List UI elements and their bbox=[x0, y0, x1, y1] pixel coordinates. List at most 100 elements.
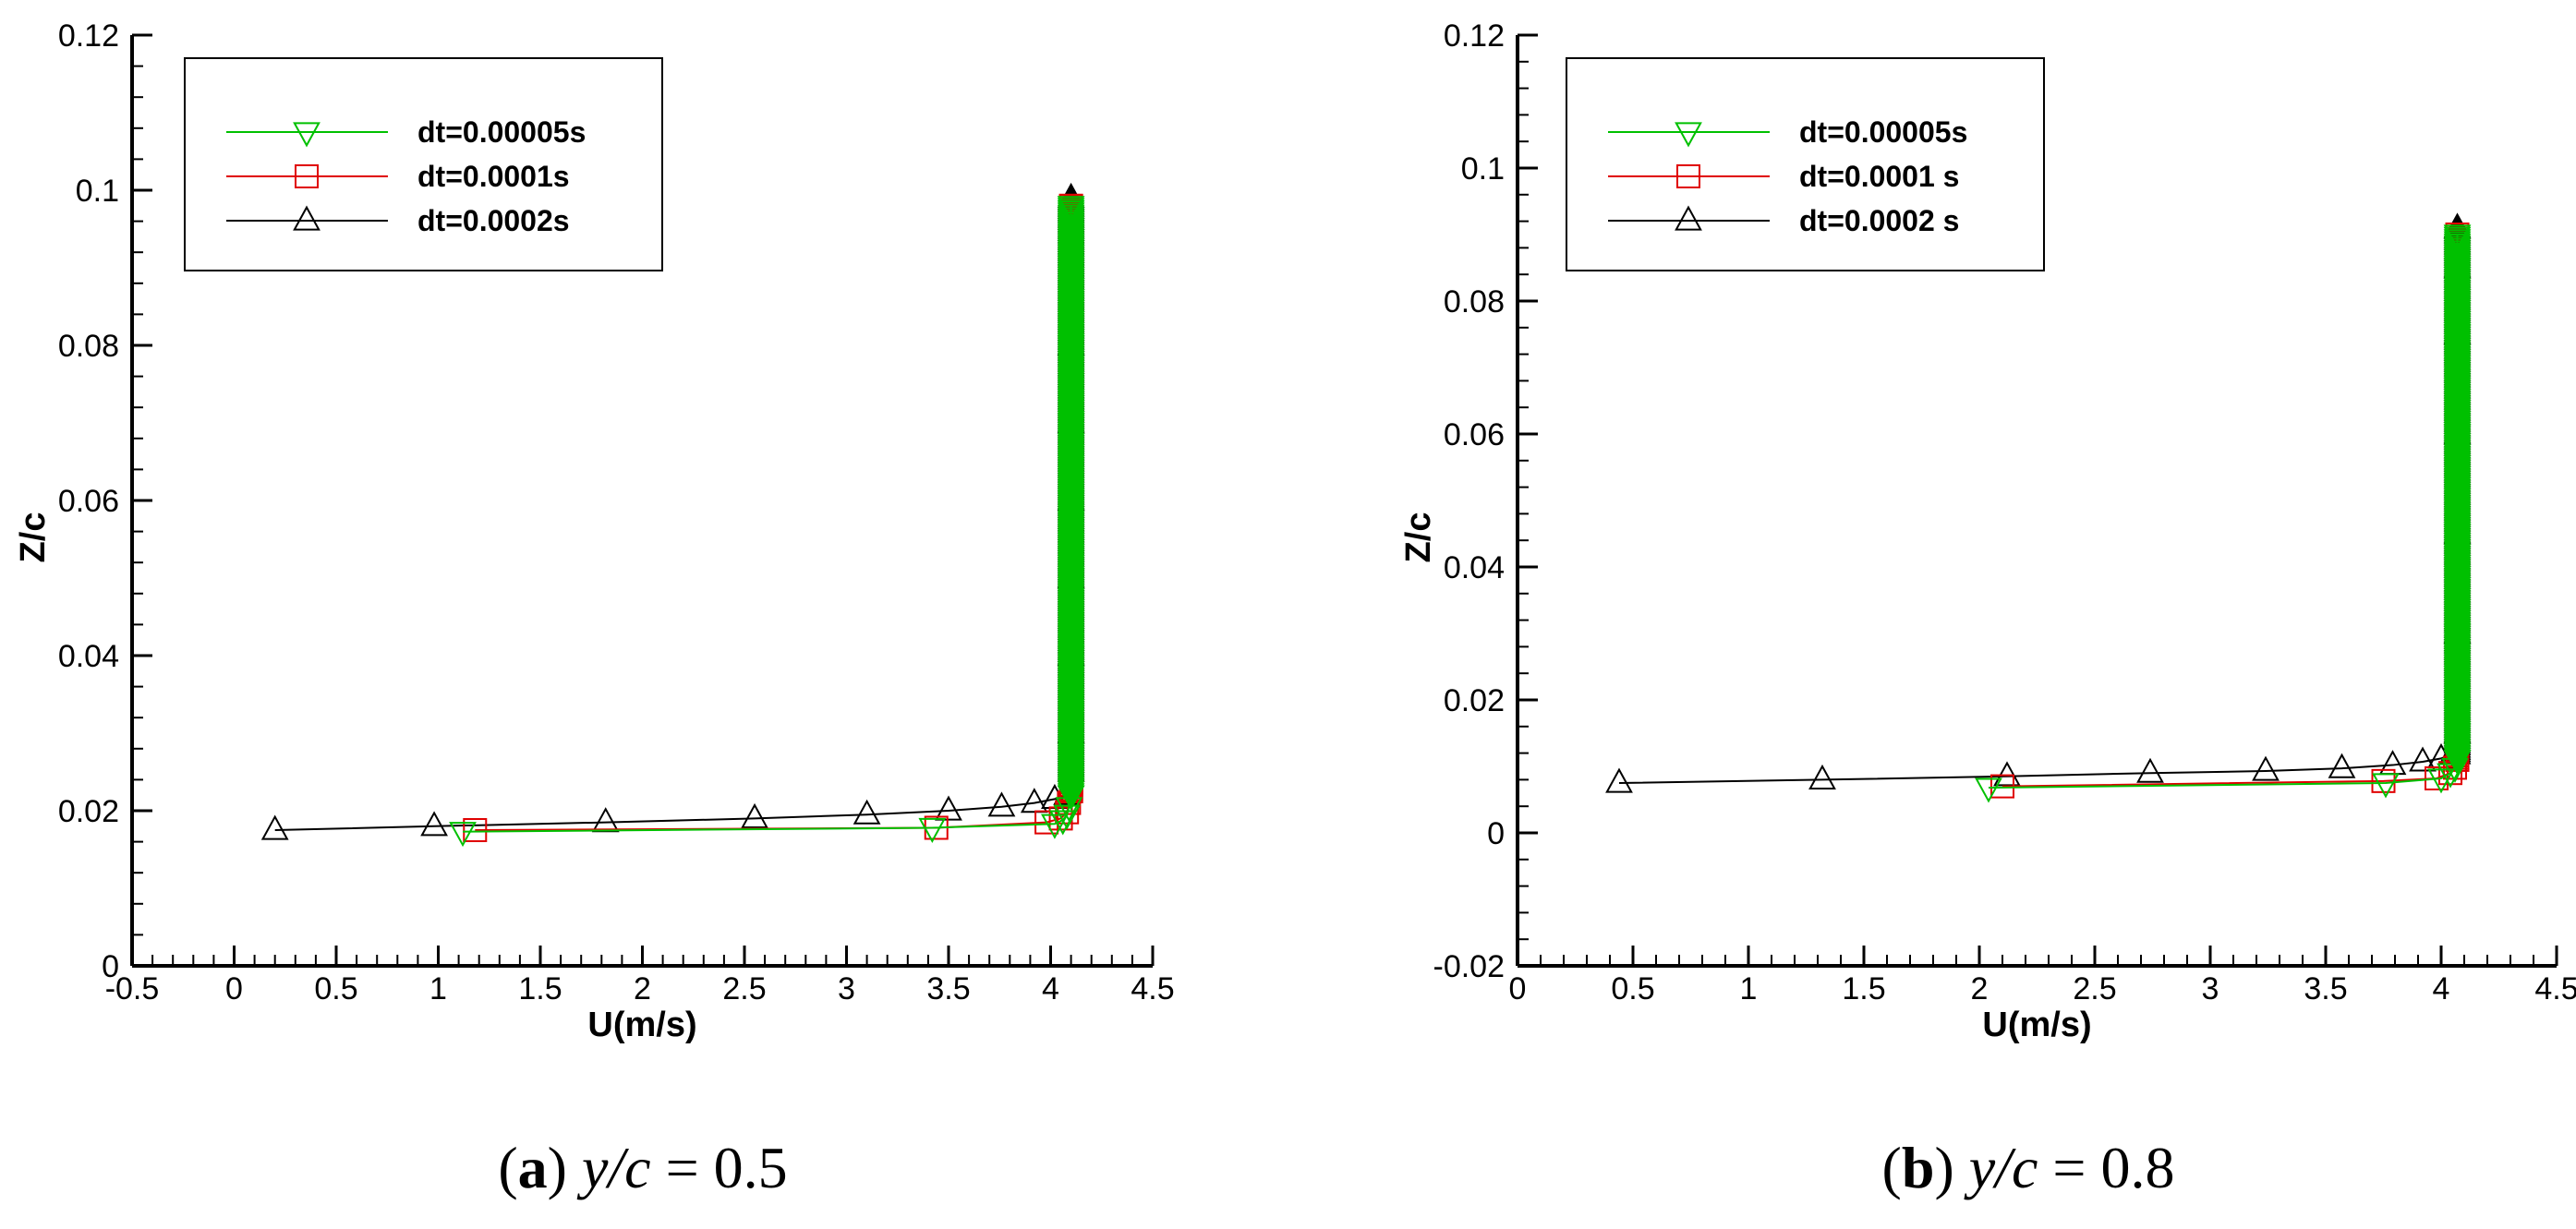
legend-label: dt=0.00005s bbox=[417, 115, 586, 149]
x-tick-label: 3 bbox=[838, 971, 855, 1006]
x-tick-label: 2 bbox=[1971, 971, 1989, 1006]
caption-part: ) bbox=[1934, 1135, 1968, 1200]
data-point bbox=[918, 817, 947, 843]
data-point bbox=[2443, 247, 2472, 272]
data-point bbox=[1808, 764, 1836, 789]
caption-part: = bbox=[2038, 1135, 2100, 1200]
data-point bbox=[260, 814, 289, 840]
data-point bbox=[1993, 761, 2021, 787]
x-tick-label: 4 bbox=[1042, 971, 1059, 1006]
data-point bbox=[2328, 753, 2356, 778]
legend-label: dt=0.00005s bbox=[1799, 115, 1967, 149]
y-tick-label: 0.08 bbox=[1444, 284, 1505, 319]
x-tick-label: 3 bbox=[2202, 971, 2219, 1006]
x-axis-label: U(m/s) bbox=[1982, 1006, 2091, 1044]
panel-b: 0 0.5 1 1.5 2 2.5 3 3.5 4 4.5-0.0200.020.040.060.… bbox=[1399, 18, 2576, 1200]
y-axis-label: Z/c bbox=[1399, 512, 1438, 563]
legend-marker bbox=[293, 205, 320, 231]
legend-marker bbox=[1675, 205, 1702, 231]
legend: dt=0.00005s dt=0.0001 s dt=0.0002 s bbox=[1566, 57, 2045, 271]
data-point bbox=[2136, 757, 2164, 783]
data-point bbox=[1990, 774, 2014, 799]
legend-label: dt=0.0002 s bbox=[1799, 204, 1959, 237]
data-point bbox=[741, 802, 768, 828]
data-point bbox=[1057, 218, 1085, 244]
series-2 bbox=[1605, 212, 2472, 793]
series-line bbox=[2002, 235, 2459, 788]
data-point bbox=[1057, 200, 1085, 226]
legend-marker bbox=[1675, 122, 1702, 148]
data-point bbox=[449, 822, 477, 848]
series-line bbox=[274, 198, 1072, 831]
legend-label: dt=0.0002s bbox=[417, 204, 570, 237]
legend-marker bbox=[293, 122, 320, 148]
y-tick-label: 0.04 bbox=[1444, 550, 1505, 585]
caption-part: = bbox=[651, 1135, 714, 1200]
data-point bbox=[2443, 226, 2472, 252]
data-point bbox=[853, 799, 881, 825]
x-tick-label: 0.5 bbox=[314, 971, 357, 1006]
data-point bbox=[1057, 209, 1085, 235]
series-line bbox=[475, 205, 1072, 831]
y-tick-label: 0.1 bbox=[76, 174, 119, 209]
data-point bbox=[1057, 207, 1085, 233]
data-point bbox=[1057, 198, 1085, 223]
panel-caption: (a) y/c = 0.5 bbox=[498, 1135, 787, 1200]
caption-part: ) bbox=[548, 1135, 582, 1200]
data-point bbox=[2443, 245, 2472, 271]
series-0 bbox=[449, 196, 1085, 848]
series-2 bbox=[260, 182, 1085, 840]
data-point bbox=[1057, 202, 1085, 228]
data-point bbox=[1041, 813, 1069, 839]
legend-marker bbox=[295, 164, 319, 188]
data-point bbox=[2443, 240, 2472, 266]
data-point bbox=[420, 811, 448, 837]
caption-part: 0.5 bbox=[714, 1135, 788, 1200]
caption-part: y/c bbox=[1964, 1135, 2038, 1200]
data-point bbox=[935, 795, 962, 821]
panel-caption: (b) y/c = 0.8 bbox=[1882, 1135, 2175, 1200]
x-tick-label: 1 bbox=[429, 971, 447, 1006]
x-tick-label: 0 bbox=[1509, 971, 1527, 1006]
y-tick-label: 0.1 bbox=[1461, 151, 1505, 187]
x-tick-label: 3.5 bbox=[2304, 971, 2347, 1006]
series-line bbox=[463, 205, 1072, 833]
data-point bbox=[1053, 804, 1082, 830]
x-tick-label: 2 bbox=[634, 971, 651, 1006]
caption-part: a bbox=[518, 1135, 548, 1200]
y-tick-label: 0.06 bbox=[1444, 417, 1505, 452]
caption-part: y/c bbox=[576, 1135, 651, 1200]
x-tick-label: 1.5 bbox=[1842, 971, 1885, 1006]
data-point bbox=[2437, 763, 2464, 789]
data-point bbox=[2443, 231, 2472, 257]
data-point bbox=[2443, 237, 2472, 263]
y-axis-label: Z/c bbox=[14, 512, 53, 563]
x-tick-label: 0 bbox=[225, 971, 243, 1006]
series-0 bbox=[1975, 224, 2472, 803]
series-1 bbox=[1990, 223, 2470, 799]
data-point bbox=[1057, 204, 1085, 230]
y-tick-label: 0 bbox=[1487, 816, 1505, 851]
y-tick-label: 0.02 bbox=[58, 794, 119, 829]
series-line bbox=[1988, 235, 2459, 789]
data-point bbox=[1057, 213, 1085, 239]
x-tick-label: 4.5 bbox=[1131, 971, 1174, 1006]
legend-label: dt=0.0001 s bbox=[1799, 160, 1959, 193]
legend-marker bbox=[1676, 164, 1700, 188]
caption-part: ( bbox=[1882, 1135, 1902, 1200]
data-point bbox=[463, 818, 488, 842]
legend: dt=0.00005s dt=0.0001s dt=0.0002s bbox=[184, 57, 663, 271]
x-tick-label: 1 bbox=[1740, 971, 1758, 1006]
x-tick-label: 4 bbox=[2433, 971, 2450, 1006]
x-tick-label: 4.5 bbox=[2534, 971, 2576, 1006]
x-tick-label: 2.5 bbox=[2073, 971, 2116, 1006]
x-tick-label: 1.5 bbox=[518, 971, 562, 1006]
legend-box bbox=[184, 57, 663, 271]
data-point bbox=[1605, 767, 1633, 793]
data-point bbox=[2372, 773, 2400, 799]
data-point bbox=[1975, 777, 2002, 803]
caption-part: ( bbox=[498, 1135, 517, 1200]
y-tick-label: 0.08 bbox=[58, 329, 119, 364]
y-tick-label: -0.02 bbox=[1433, 949, 1506, 984]
